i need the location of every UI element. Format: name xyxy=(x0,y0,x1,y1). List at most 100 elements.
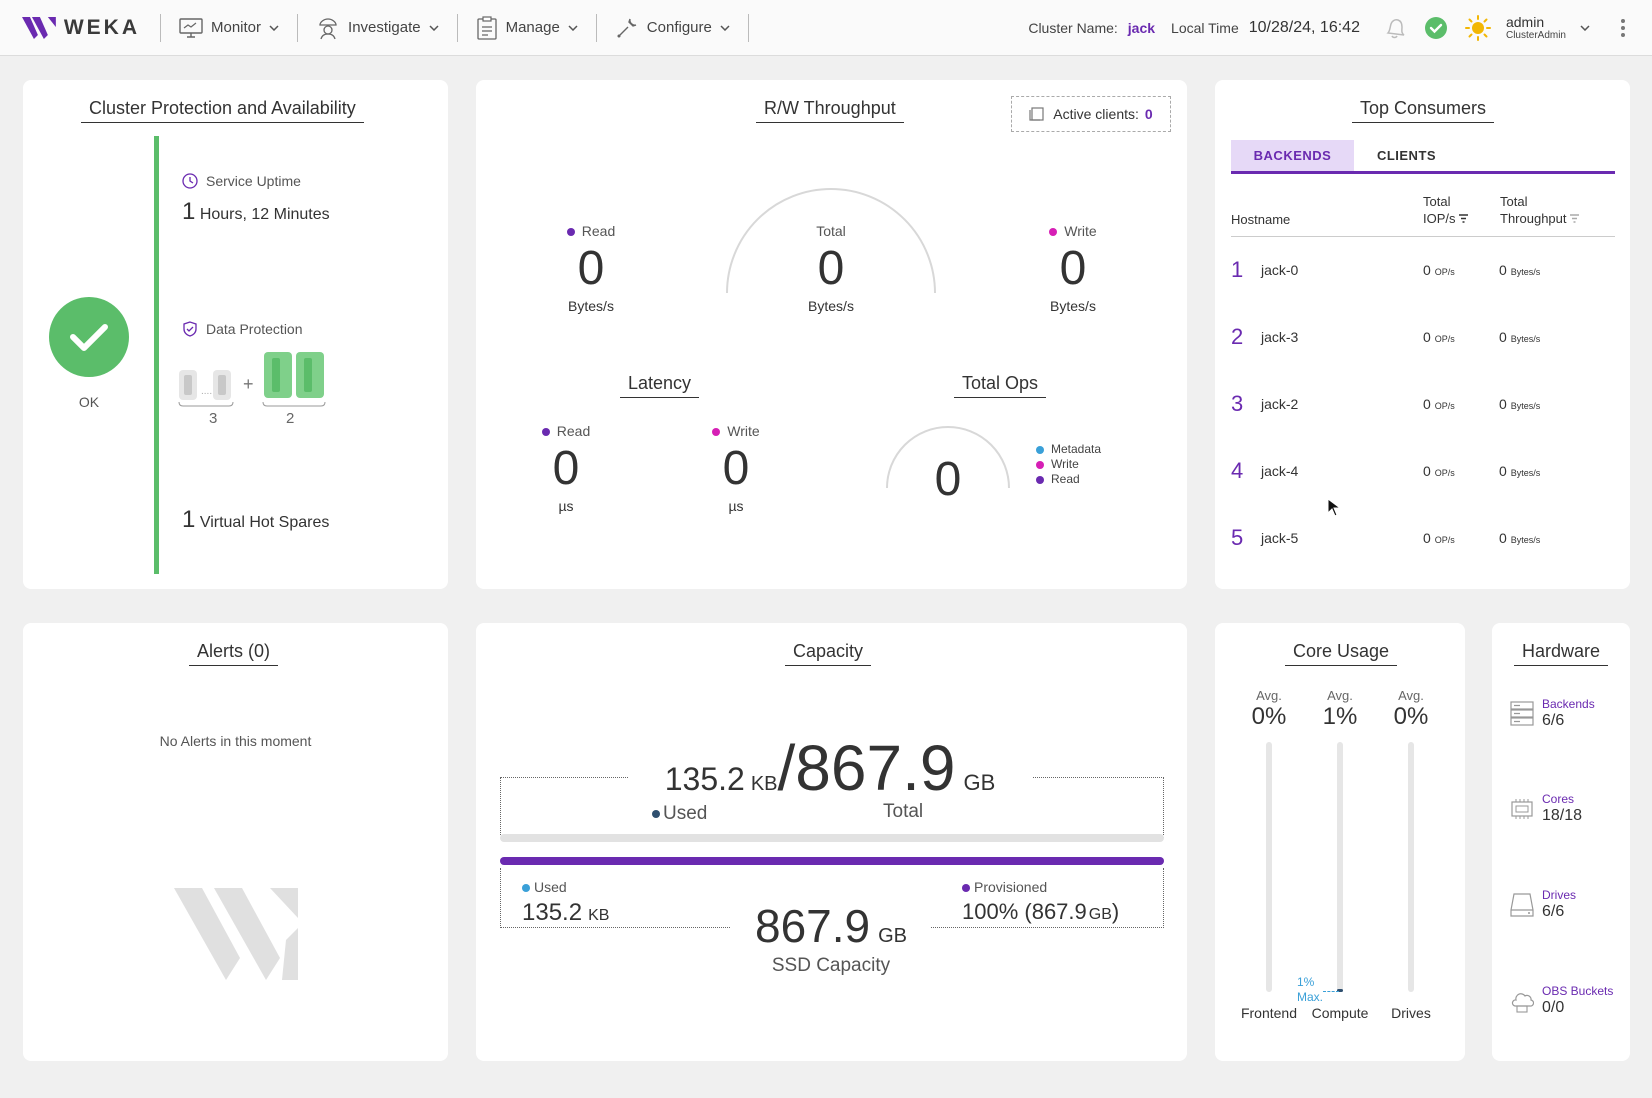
chevron-down-icon xyxy=(720,24,730,31)
weka-logo-icon xyxy=(22,16,56,39)
read-value: 0 xyxy=(577,242,605,295)
capacity-slash: / xyxy=(777,732,796,804)
col-iops-line1: Total xyxy=(1423,194,1451,209)
latency-write-label: Write xyxy=(727,423,760,439)
row-iops-unit: OP/s xyxy=(1434,267,1455,277)
provisioned-bar-fill xyxy=(500,857,1164,865)
total-capacity-unit: GB xyxy=(963,770,996,795)
core-max-marker: 1% Max. xyxy=(1297,975,1323,1005)
hw-drives-value: 6/6 xyxy=(1542,903,1565,921)
col-hostname[interactable]: Hostname xyxy=(1231,212,1291,227)
nav-configure[interactable]: Configure xyxy=(605,8,740,48)
top-bar: WEKA Monitor Investigate Manage Configur… xyxy=(0,0,1652,56)
latency-read: Read 0 µs xyxy=(516,423,616,514)
capacity-card: Capacity 135.2 KB / 867.9 GB Used Total … xyxy=(476,623,1187,1061)
col-tput-line2: Throughput xyxy=(1500,210,1567,226)
write-dot xyxy=(712,428,721,437)
latency-write-value: 0 xyxy=(722,442,750,495)
sort-icon[interactable] xyxy=(1459,214,1469,223)
nav-manage[interactable]: Manage xyxy=(466,8,588,48)
hot-spares-number: 1 xyxy=(182,506,196,533)
hw-cores[interactable]: Cores 18/18 xyxy=(1510,792,1582,826)
table-row[interactable]: 3 jack-2 0 OP/s 0 Bytes/s xyxy=(1231,384,1615,424)
total-throughput-gauge xyxy=(726,188,936,294)
row-rank: 2 xyxy=(1231,324,1244,349)
chevron-down-icon[interactable] xyxy=(1580,25,1590,31)
ssd-used: Used 135.2 KB xyxy=(522,879,609,927)
core-compute-avg: 1% xyxy=(1322,703,1358,730)
protection-card: Cluster Protection and Availability OK S… xyxy=(23,80,448,589)
tab-backends[interactable]: BACKENDS xyxy=(1231,140,1354,171)
status-ok-icon[interactable] xyxy=(1424,16,1448,40)
local-time-value: 10/28/24, 16:42 xyxy=(1248,19,1360,36)
table-row[interactable]: 1 jack-0 0 OP/s 0 Bytes/s xyxy=(1231,250,1615,290)
hot-spares-text: Virtual Hot Spares xyxy=(199,514,330,531)
row-iops: 0 xyxy=(1423,262,1431,278)
active-clients-badge[interactable]: Active clients: 0 xyxy=(1011,96,1171,132)
hw-backends-value: 6/6 xyxy=(1542,712,1565,730)
provisioned-label: Provisioned xyxy=(974,879,1048,895)
write-dot xyxy=(1049,228,1058,237)
row-iops-unit: OP/s xyxy=(1434,334,1455,344)
read-dot xyxy=(541,428,550,437)
row-rank: 1 xyxy=(1231,257,1244,282)
top-consumers-title: Top Consumers xyxy=(1352,98,1495,123)
bell-icon[interactable] xyxy=(1382,15,1408,41)
read-throughput: Read 0 Bytes/s xyxy=(531,223,651,314)
core-drives-avg: 0% xyxy=(1393,703,1429,730)
more-vertical-icon[interactable] xyxy=(1620,18,1626,38)
core-frontend-summary: Avg. 0% xyxy=(1239,688,1299,731)
table-row[interactable]: 4 jack-4 0 OP/s 0 Bytes/s xyxy=(1231,451,1615,491)
table-row[interactable]: 5 jack-5 0 OP/s 0 Bytes/s xyxy=(1231,518,1615,558)
hw-obs-buckets[interactable]: OBS Buckets 0/0 xyxy=(1510,984,1613,1018)
hw-cores-value: 18/18 xyxy=(1542,807,1583,825)
ssd-capacity-label: SSD Capacity xyxy=(771,955,891,976)
total-throughput: Total 0 Bytes/s xyxy=(771,223,891,314)
capacity-title: Capacity xyxy=(785,641,872,666)
row-hostname: jack-5 xyxy=(1261,530,1299,546)
row-iops-unit: OP/s xyxy=(1434,401,1455,411)
core-compute-label: Compute xyxy=(1311,1005,1369,1021)
read-label: Read xyxy=(581,223,616,239)
total-ops-title: Total Ops xyxy=(954,373,1047,398)
weka-watermark-icon xyxy=(174,888,298,980)
sort-icon[interactable] xyxy=(1570,214,1580,223)
row-throughput-unit: Bytes/s xyxy=(1510,334,1541,344)
read-dot xyxy=(566,228,575,237)
col-iops-line2: IOP/s xyxy=(1423,210,1456,226)
row-throughput: 0 xyxy=(1499,530,1507,546)
sun-icon[interactable] xyxy=(1464,14,1492,42)
tab-clients[interactable]: CLIENTS xyxy=(1376,148,1437,163)
latency-write: Write 0 µs xyxy=(686,423,786,514)
divider xyxy=(747,13,749,42)
core-avg-label: Avg. xyxy=(1256,688,1282,703)
uptime-text: Hours, 12 Minutes xyxy=(199,206,330,223)
user-menu[interactable]: admin ClusterAdmin xyxy=(1506,14,1566,41)
drive-icon xyxy=(1510,893,1534,917)
throughput-card: R/W Throughput Active clients: 0 Read 0 … xyxy=(476,80,1187,589)
active-clients-count: 0 xyxy=(1144,106,1153,122)
svg-text:....: .... xyxy=(201,386,212,397)
cpu-icon xyxy=(1511,798,1533,819)
row-rank: 3 xyxy=(1231,391,1244,416)
nav-monitor[interactable]: Monitor xyxy=(169,8,289,48)
row-throughput-unit: Bytes/s xyxy=(1510,468,1541,478)
row-iops: 0 xyxy=(1423,530,1431,546)
row-hostname: jack-3 xyxy=(1261,329,1299,345)
row-throughput: 0 xyxy=(1499,262,1507,278)
table-row[interactable]: 2 jack-3 0 OP/s 0 Bytes/s xyxy=(1231,317,1615,357)
nav-investigate[interactable]: Investigate xyxy=(306,8,449,48)
write-dot xyxy=(1036,460,1044,469)
core-drives-bar xyxy=(1408,742,1414,992)
monitor-icon xyxy=(179,17,203,38)
col-total-iops[interactable]: Total IOP/s xyxy=(1423,194,1469,228)
col-total-throughput[interactable]: Total Throughput xyxy=(1500,194,1580,228)
provisioned-bar xyxy=(500,857,1164,865)
chevron-down-icon xyxy=(269,24,279,31)
weka-logo[interactable]: WEKA xyxy=(22,16,140,40)
hw-drives[interactable]: Drives 6/6 xyxy=(1510,888,1576,922)
latency-read-value: 0 xyxy=(552,442,580,495)
ssd-used-value: 135.2 xyxy=(522,899,583,926)
hw-backends[interactable]: Backends 6/6 xyxy=(1510,697,1595,731)
nav-manage-label: Manage xyxy=(505,19,560,36)
